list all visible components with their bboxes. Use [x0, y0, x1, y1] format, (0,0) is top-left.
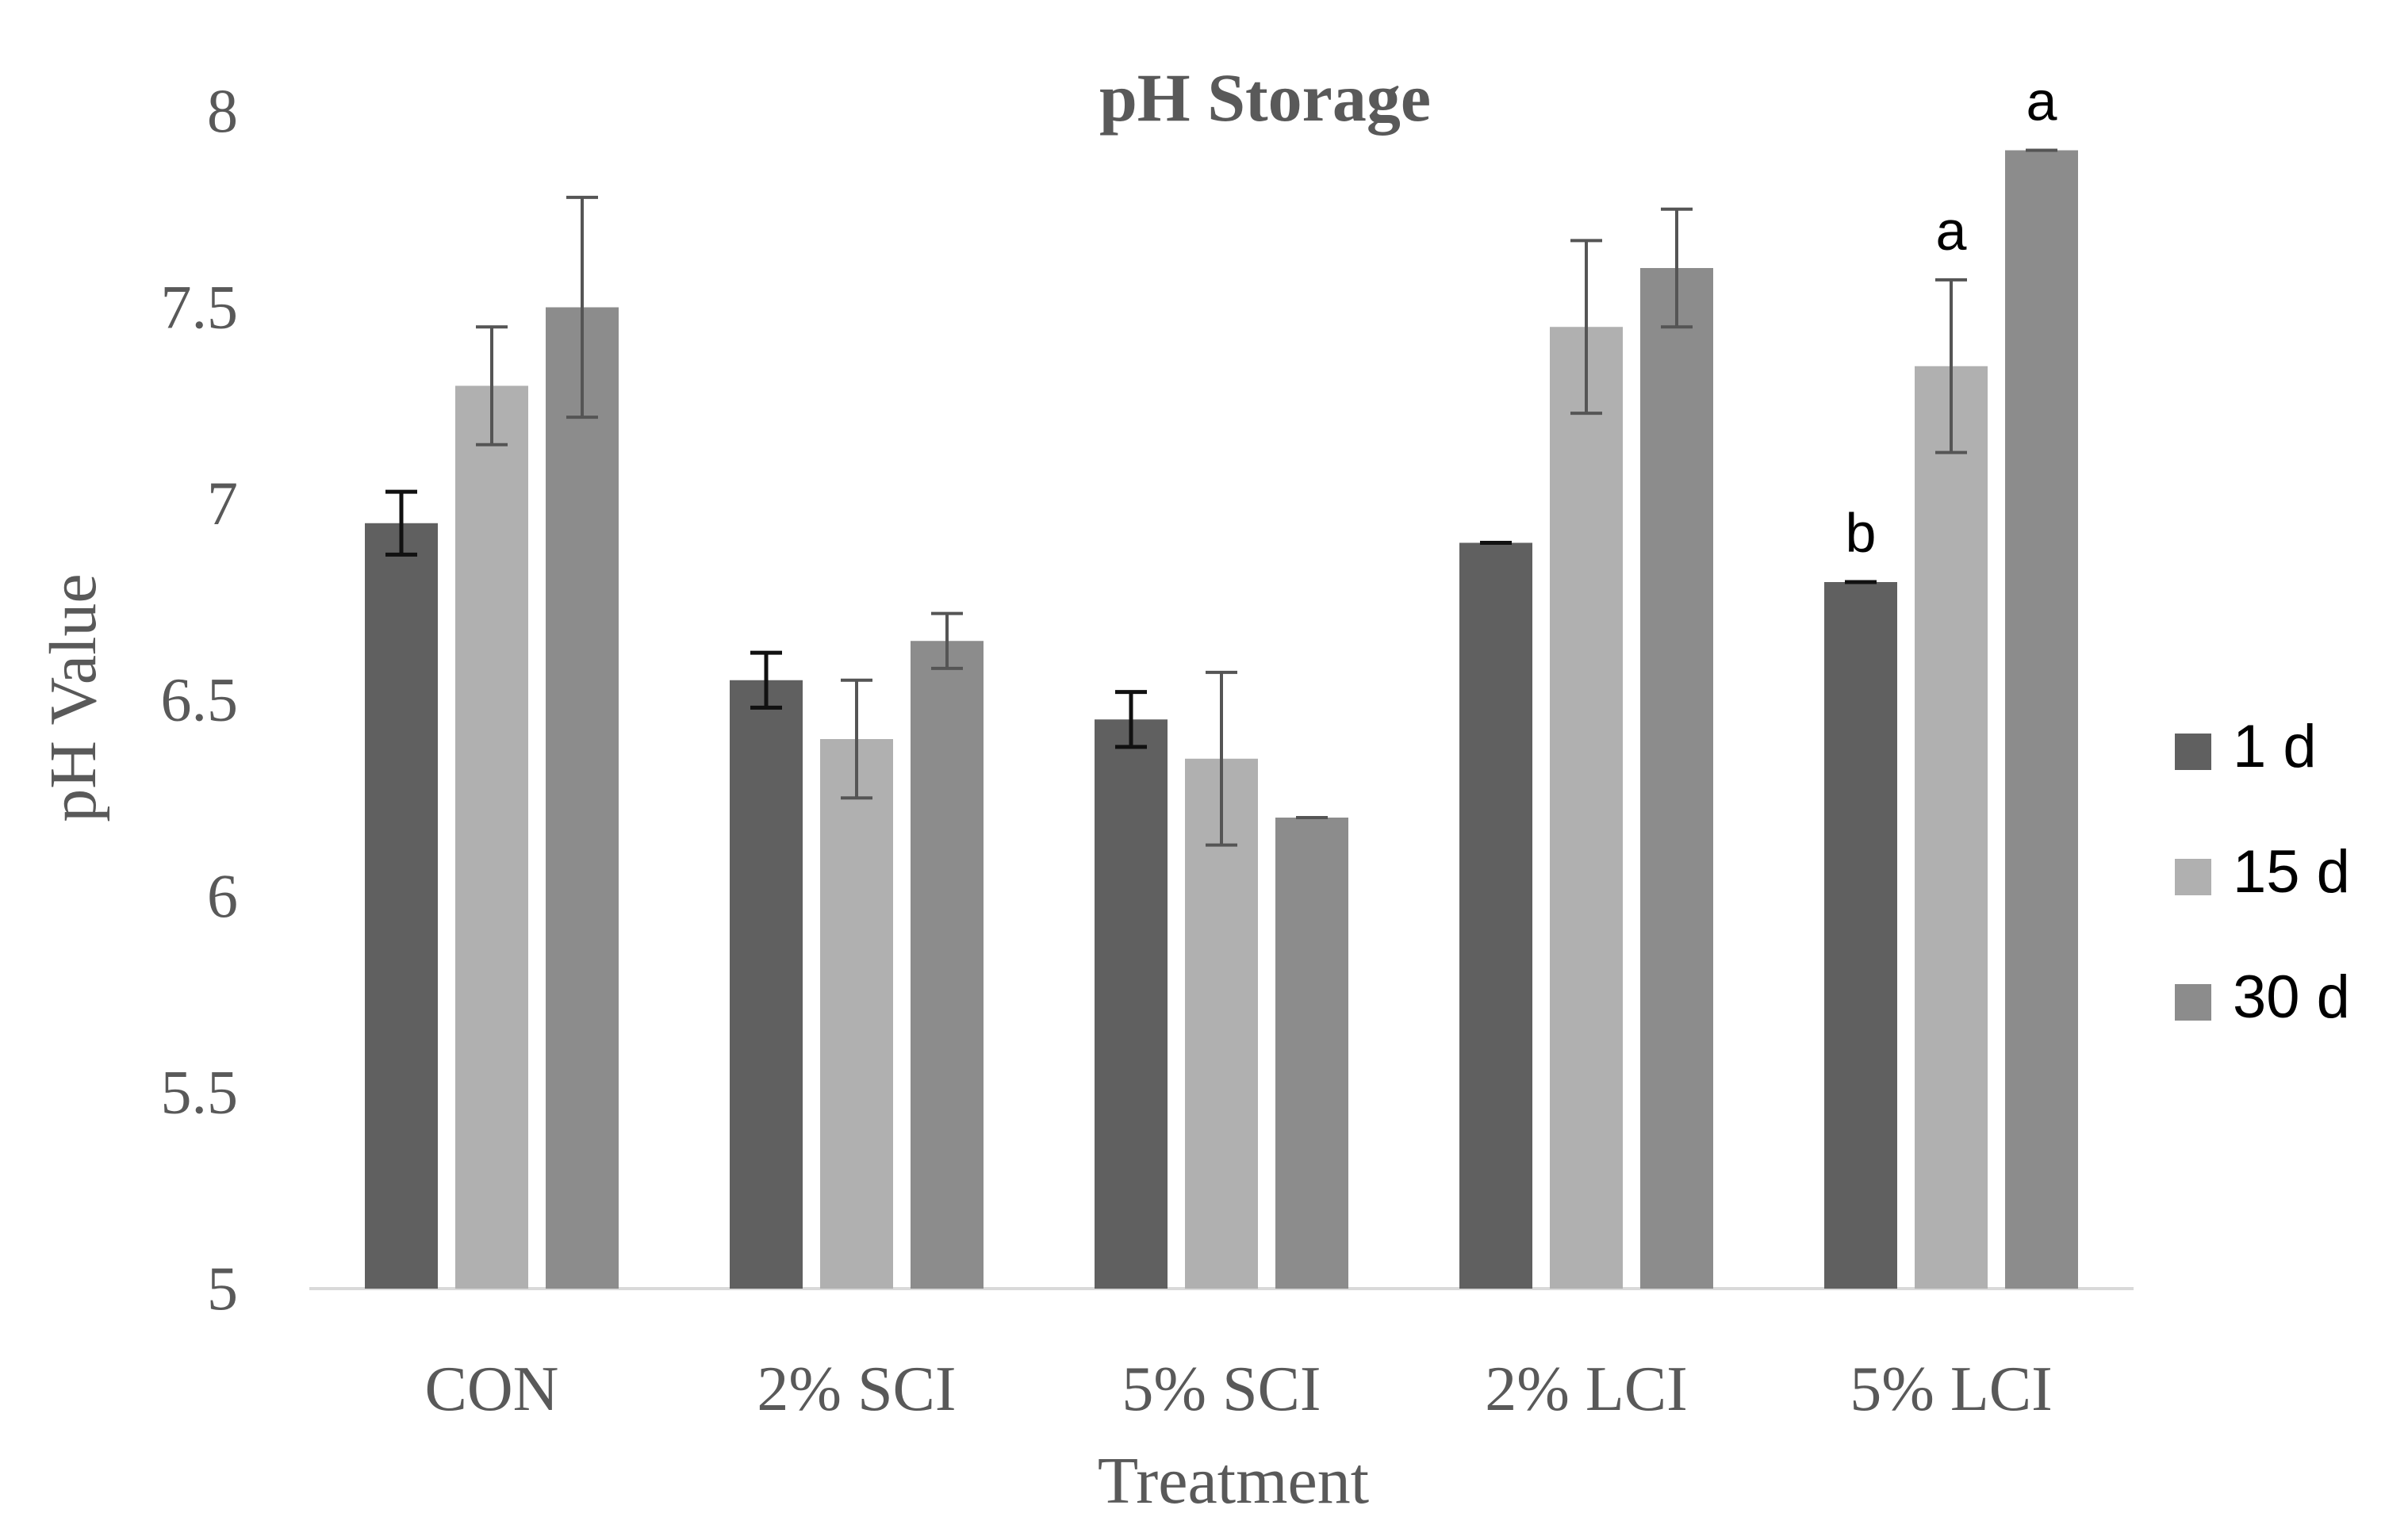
- y-tick-label: 6.5: [161, 665, 239, 734]
- y-tick-label: 6: [207, 861, 238, 930]
- y-tick-label: 5.5: [161, 1058, 239, 1127]
- bar: [1095, 719, 1168, 1289]
- x-tick-label: CON: [425, 1354, 559, 1424]
- bar: [911, 641, 984, 1289]
- error-bar: [385, 489, 417, 557]
- bar: [2005, 150, 2078, 1289]
- legend: 1 d 15 d 30 d: [2175, 713, 2350, 1031]
- significance-label: b: [1846, 502, 1877, 564]
- error-bar: [1206, 670, 1237, 847]
- y-tick-label: 8: [207, 76, 238, 145]
- bar: [1185, 758, 1258, 1289]
- legend-label: 15 d: [2233, 838, 2350, 906]
- error-bar: [1661, 207, 1693, 329]
- bar: [1550, 327, 1623, 1289]
- error-bar: [1935, 278, 1967, 454]
- y-tick-label: 7: [207, 469, 238, 538]
- bar: [1824, 582, 1897, 1289]
- y-axis-ticks: 5 5.5 6 6.5 7 7.5 8: [161, 76, 239, 1323]
- bar: [1275, 818, 1348, 1289]
- y-axis-title: pH Value: [36, 573, 110, 822]
- legend-swatch: [2175, 859, 2211, 895]
- chart-title: pH Storage: [1099, 59, 1431, 136]
- bar: [1640, 268, 1713, 1289]
- bar: [1915, 366, 1988, 1289]
- y-tick-label: 5: [207, 1254, 238, 1323]
- error-bar: [476, 325, 508, 446]
- x-tick-label: 2% SCI: [757, 1354, 956, 1424]
- x-tick-label: 2% LCI: [1485, 1354, 1688, 1424]
- legend-label: 30 d: [2233, 963, 2350, 1031]
- significance-label: a: [2026, 71, 2057, 132]
- x-axis-categories: CON 2% SCI 5% SCI 2% LCI 5% LCI: [425, 1354, 2053, 1424]
- error-bar: [566, 195, 598, 419]
- bar: [365, 523, 438, 1289]
- bar: [820, 739, 893, 1289]
- legend-label: 1 d: [2233, 713, 2317, 780]
- legend-swatch: [2175, 984, 2211, 1021]
- error-bar: [841, 678, 872, 800]
- bar: [730, 680, 803, 1289]
- bar: [1459, 542, 1532, 1289]
- x-axis-title: Treatment: [1098, 1444, 1369, 1518]
- x-tick-label: 5% LCI: [1850, 1354, 2053, 1424]
- error-bar: [750, 650, 782, 710]
- legend-swatch: [2175, 734, 2211, 770]
- error-bar: [1115, 690, 1147, 749]
- y-tick-label: 7.5: [161, 273, 239, 342]
- significance-label: a: [1936, 200, 1967, 262]
- error-bar: [931, 611, 963, 670]
- bars: b a a: [365, 71, 2078, 1289]
- error-bar: [1570, 239, 1602, 416]
- bar: [455, 385, 528, 1289]
- x-tick-label: 5% SCI: [1122, 1354, 1321, 1424]
- bar: [546, 307, 619, 1289]
